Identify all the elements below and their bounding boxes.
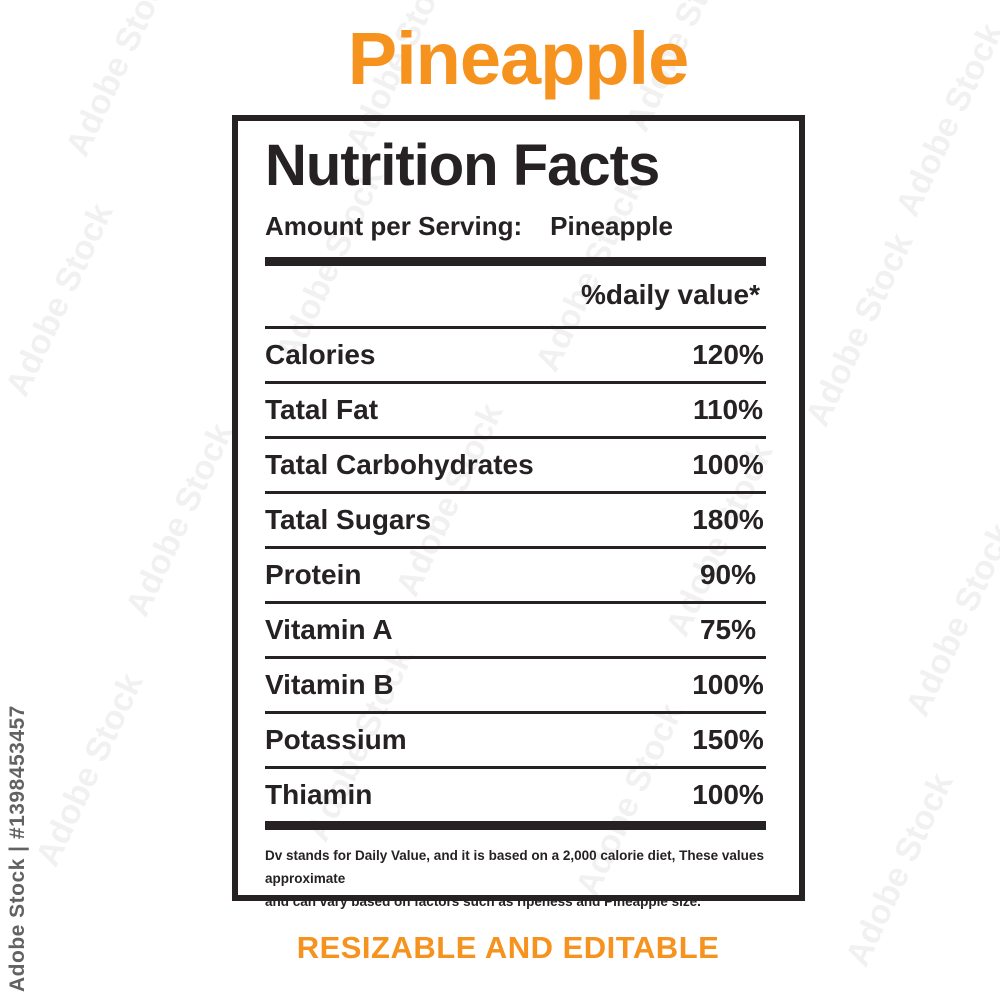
daily-value-column-header: %daily value*	[581, 279, 760, 310]
footnote-line-2: and can vary based on factors such as ri…	[265, 894, 701, 909]
adobe-stock-watermark-tile: Adobe Stock	[898, 517, 1000, 722]
table-row: Tatal Carbohydrates 100%	[265, 436, 766, 491]
nutrient-name: Calories	[265, 339, 376, 370]
nutrient-name: Tatal Fat	[265, 394, 379, 425]
nutrient-name: Vitamin A	[265, 614, 393, 645]
nutrient-value: 100%	[692, 669, 764, 700]
table-row: Thiamin 100%	[265, 766, 766, 821]
divider-thick-top	[265, 257, 766, 266]
divider-thick-bottom	[265, 821, 766, 830]
nutrient-name: Tatal Carbohydrates	[265, 449, 534, 480]
table-row: Tatal Fat 110%	[265, 381, 766, 436]
adobe-stock-watermark-tile: Adobe Stock	[118, 417, 241, 622]
footnote: Dv stands for Daily Value, and it is bas…	[265, 844, 766, 913]
table-row: Calories 120%	[265, 326, 766, 381]
nutrient-value: 110%	[692, 394, 764, 425]
serving-label: Amount per Serving:	[265, 211, 523, 241]
serving-value: Pineapple	[550, 211, 673, 241]
table-row: Protein 90%	[265, 546, 766, 601]
table-row: Potassium 150%	[265, 711, 766, 766]
nutrition-facts-heading: Nutrition Facts	[265, 133, 660, 198]
nutrient-name: Vitamin B	[265, 669, 394, 700]
resizable-editable-note: RESIZABLE AND EDITABLE	[296, 930, 720, 965]
adobe-stock-watermark-tile: Adobe Stock	[28, 667, 151, 872]
adobe-stock-watermark-tile: Adobe Stock	[798, 227, 921, 432]
nutrient-value: 180%	[692, 504, 764, 535]
nutrient-value: 100%	[692, 449, 764, 480]
nutrient-name: Thiamin	[265, 779, 373, 810]
nutrient-name: Protein	[265, 559, 362, 590]
nutrient-value: 120%	[692, 339, 764, 370]
table-row: Vitamin B 100%	[265, 656, 766, 711]
nutrition-facts-label: Nutrition Facts Amount per Serving: Pine…	[232, 115, 805, 909]
adobe-stock-watermark-tile: Adobe Stock	[0, 197, 121, 402]
nutrient-value: 75%	[699, 614, 757, 645]
serving-line: Amount per Serving: Pineapple	[265, 211, 766, 242]
table-row: Tatal Sugars 180%	[265, 491, 766, 546]
nutrient-name: Tatal Sugars	[265, 504, 431, 535]
footnote-line-1: Dv stands for Daily Value, and it is bas…	[265, 848, 764, 886]
table-row: Vitamin A 75%	[265, 601, 766, 656]
nutrient-name: Potassium	[265, 724, 407, 755]
nutrient-value: 150%	[692, 724, 764, 755]
page-title: Pineapple	[347, 17, 690, 100]
nutrient-value: 90%	[699, 559, 757, 590]
nutrient-value: 100%	[692, 779, 764, 810]
